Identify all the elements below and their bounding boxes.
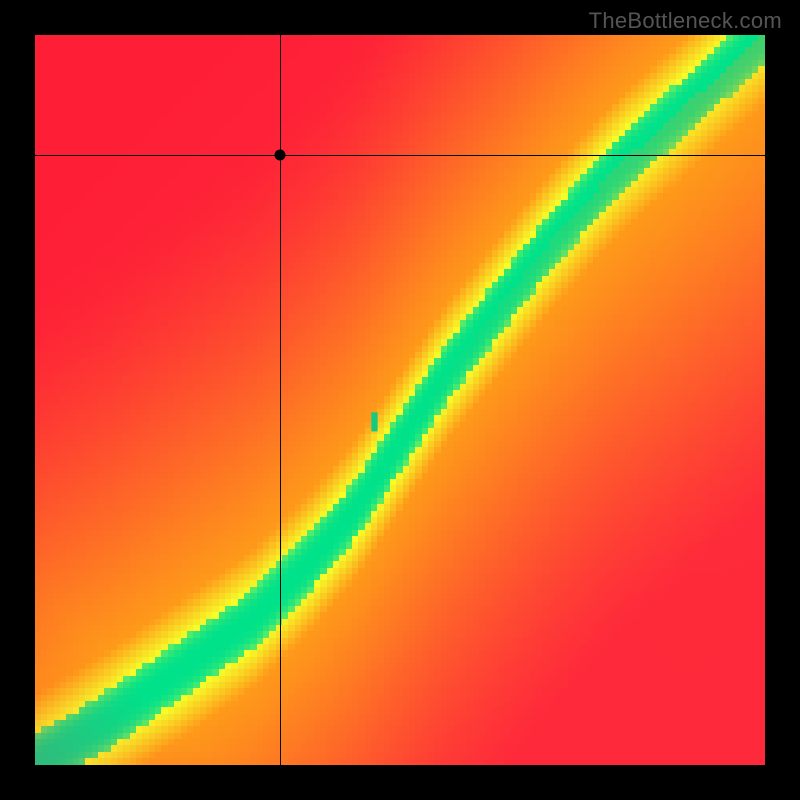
crosshair-horizontal <box>35 155 765 156</box>
crosshair-vertical <box>280 35 281 765</box>
watermark-text: TheBottleneck.com <box>589 8 782 34</box>
heatmap-canvas <box>35 35 765 765</box>
crosshair-marker <box>274 150 285 161</box>
chart-container: TheBottleneck.com <box>0 0 800 800</box>
plot-area <box>35 35 765 765</box>
